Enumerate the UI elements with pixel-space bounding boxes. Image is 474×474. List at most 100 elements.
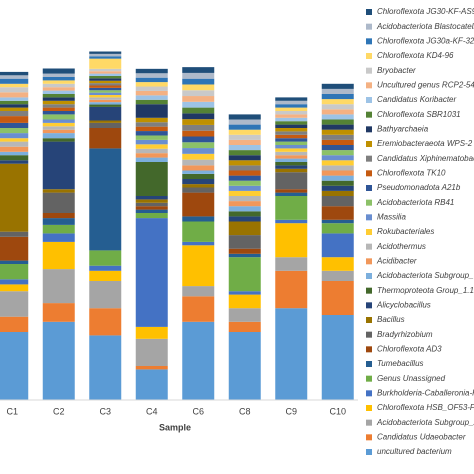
- legend-label: Chloroflexota HSB_OF53-F07: [377, 403, 474, 412]
- bar-segment: [0, 107, 29, 111]
- legend-label: Alicyclobacillus: [376, 300, 431, 309]
- bar-segment: [228, 308, 261, 322]
- bar-segment: [228, 139, 261, 145]
- bar-segment: [228, 201, 261, 207]
- bar-segment: [275, 114, 308, 118]
- legend-label: Bacillus: [377, 315, 405, 324]
- bar-segment: [321, 185, 354, 191]
- bar-segment: [89, 99, 122, 103]
- bar-segment: [135, 104, 168, 118]
- legend-label: Acidobacteriota Subgroup_2: [376, 418, 474, 427]
- bar-segment: [0, 141, 29, 147]
- bar-segment: [42, 83, 75, 88]
- legend-swatch: [366, 23, 372, 30]
- bar-segment: [228, 134, 261, 140]
- bar-segment: [0, 104, 29, 108]
- legend-swatch: [366, 141, 372, 147]
- bar-segment: [42, 241, 75, 270]
- bar-segment: [135, 209, 168, 213]
- bar-segment: [89, 87, 122, 91]
- bar-segment: [275, 111, 308, 115]
- bar-segment: [42, 77, 75, 81]
- bar-segment: [228, 257, 261, 292]
- bar-segment: [135, 95, 168, 100]
- bar-segment: [135, 139, 168, 145]
- bar-segment: [42, 189, 75, 193]
- bar-segment: [182, 84, 215, 91]
- bar-segment: [182, 113, 215, 120]
- bar-segment: [321, 233, 354, 258]
- bar-segment: [228, 294, 261, 309]
- bar-segment: [275, 121, 308, 125]
- legend-swatch: [366, 67, 372, 74]
- bar-segment: [89, 122, 122, 128]
- bar-segment: [182, 165, 215, 171]
- legend-label: Uncultured genus RCP2-54: [377, 80, 474, 89]
- bar-segment: [182, 241, 215, 246]
- bar-segment: [89, 265, 122, 271]
- legend-swatch: [366, 126, 372, 133]
- legend-swatch: [366, 53, 372, 59]
- bar-segment: [135, 326, 168, 339]
- bar-segment: [135, 86, 168, 91]
- bar-segment: [0, 260, 29, 264]
- bar-segment: [321, 94, 354, 100]
- bar-segment: [0, 284, 29, 292]
- bar-segment: [135, 99, 168, 105]
- legend-label: Acidothermus: [376, 242, 426, 251]
- bar-segment: [0, 116, 29, 123]
- bar-segment: [182, 321, 215, 400]
- legend-swatch: [366, 390, 372, 397]
- bar-segment: [275, 155, 308, 159]
- legend-swatch: [366, 97, 372, 103]
- legend-swatch: [366, 434, 372, 441]
- legend-label: uncultured bacterium: [377, 447, 452, 456]
- bar-segment: [135, 213, 168, 219]
- bar-segment: [89, 58, 122, 69]
- legend-label: Acidobacteriota RB41: [376, 198, 454, 207]
- bar-segment: [135, 369, 168, 400]
- bar-segment: [135, 73, 168, 78]
- bar-segment: [275, 192, 308, 196]
- bar-segment: [89, 120, 122, 123]
- bar-segment: [228, 248, 261, 254]
- x-tick-label: C8: [239, 406, 251, 416]
- bar-segment: [135, 117, 168, 123]
- bar-segment: [228, 180, 261, 186]
- bar-segment: [42, 114, 75, 120]
- bar-segment: [182, 148, 215, 154]
- bar-segment: [228, 321, 261, 332]
- legend-label: Massilia: [377, 212, 406, 221]
- bar-segment: [42, 111, 75, 115]
- legend-label: Eremiobacteraeota WPS-2: [377, 139, 473, 148]
- bar-segment: [89, 281, 122, 309]
- bar-segment: [275, 219, 308, 224]
- bar-segment: [135, 82, 168, 87]
- bar-segment: [275, 134, 308, 139]
- bar-segment: [42, 126, 75, 130]
- bar-segment: [182, 101, 215, 108]
- legend-label: Bradyrhizobium: [377, 330, 433, 339]
- legend-swatch: [366, 317, 372, 323]
- bar-segment: [42, 119, 75, 123]
- bar-segment: [228, 190, 261, 196]
- bar-segment: [275, 168, 308, 173]
- bar-segment: [0, 133, 29, 139]
- bar-segment: [135, 122, 168, 127]
- bar-segment: [135, 153, 168, 158]
- bar-segment: [182, 67, 215, 73]
- bar-segment: [275, 308, 308, 400]
- bar-segment: [321, 170, 354, 176]
- x-tick-label: C6: [192, 406, 204, 416]
- bar-segment: [42, 303, 75, 322]
- bar-segment: [89, 250, 122, 266]
- bar-segment: [42, 213, 75, 219]
- bar-segment: [89, 92, 122, 96]
- legend-swatch: [366, 9, 372, 15]
- bar-segment: [0, 291, 29, 317]
- bar-segment: [89, 83, 122, 86]
- bar-segment: [275, 97, 308, 101]
- bar-segment: [228, 155, 261, 161]
- bar-segment: [42, 192, 75, 213]
- legend-swatch: [366, 243, 372, 250]
